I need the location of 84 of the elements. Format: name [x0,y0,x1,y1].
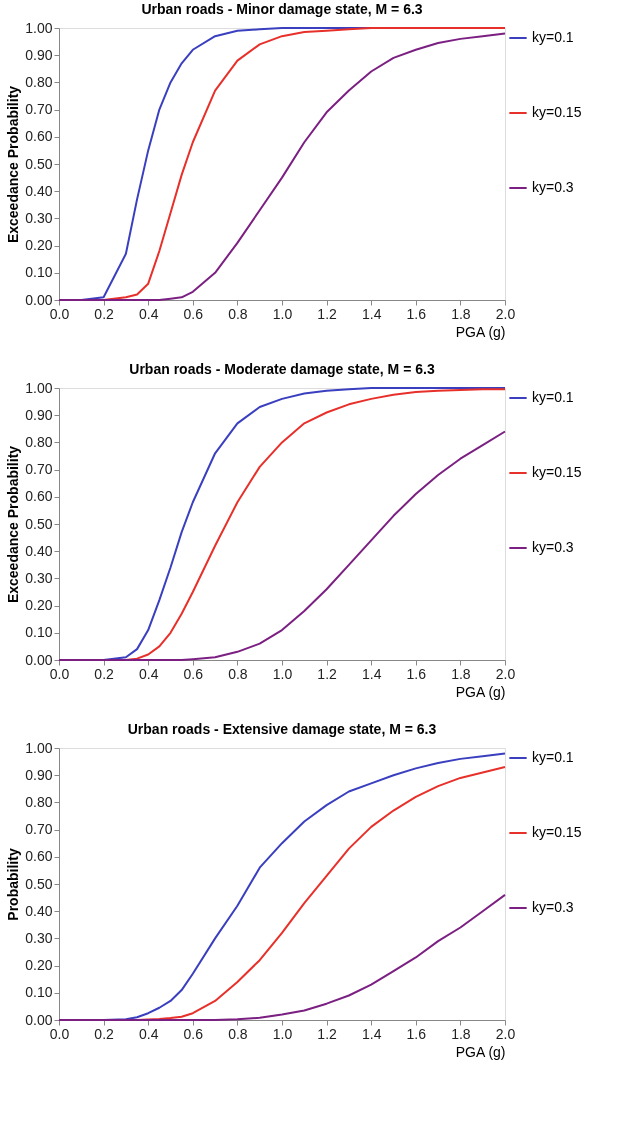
x-tick-label: 1.0 [272,1025,293,1042]
y-tick-label: 0.80 [25,73,53,90]
y-tick-label: 0.10 [25,624,53,641]
y-tick-label: 0.60 [25,128,53,145]
y-tick-label: 0.30 [25,569,53,586]
y-tick-label: 0.10 [25,264,53,281]
x-tick-label: 1.8 [451,665,471,682]
chart-title: Urban roads - Moderate damage state, M = 6.3 [129,361,435,377]
x-tick-label: 1.0 [272,305,293,322]
x-tick-label: 0.8 [228,305,248,322]
x-tick-label: 1.6 [406,665,427,682]
x-tick-label: 0.8 [228,1025,248,1042]
x-tick-label: 0.6 [183,1025,204,1042]
x-tick-label: 1.6 [406,305,427,322]
y-tick-label: 0.90 [25,406,53,423]
x-tick-label: 1.0 [272,665,293,682]
x-tick-label: 1.8 [451,1025,471,1042]
y-tick-label: 0.70 [25,461,53,478]
x-tick-label: 0.4 [138,1025,159,1042]
x-tick-label: 1.2 [317,305,338,322]
y-tick-label: 0.40 [25,902,53,919]
y-tick-label: 0.60 [25,848,53,865]
x-tick-label: 1.2 [317,665,338,682]
y-axis-title: Probability [5,848,22,921]
legend-label: ky=0.15 [532,104,582,120]
y-tick-label: 0.90 [25,766,53,783]
x-tick-label: 2.0 [495,1025,516,1042]
y-tick-label: 1.00 [25,19,53,36]
y-tick-label: 0.90 [25,46,53,63]
x-tick-label: 0.2 [94,1025,115,1042]
y-tick-label: 0.80 [25,793,53,810]
x-axis-title: PGA (g) [455,683,506,700]
x-tick-label: 0.0 [49,1025,70,1042]
x-tick-label: 0.6 [183,305,204,322]
y-tick-label: 0.50 [25,155,53,172]
legend-label: ky=0.3 [532,539,574,555]
x-tick-label: 1.8 [451,305,471,322]
y-tick-label: 0.20 [25,957,53,974]
x-tick-label: 1.2 [317,1025,338,1042]
y-tick-label: 0.40 [25,182,53,199]
y-tick-label: 0.50 [25,875,53,892]
x-tick-label: 0.8 [228,665,248,682]
y-tick-label: 0.00 [25,1011,53,1028]
x-tick-label: 2.0 [495,665,516,682]
legend-label: ky=0.1 [532,749,574,765]
legend-label: ky=0.3 [532,179,574,195]
x-tick-label: 1.6 [406,1025,427,1042]
y-axis-title: Exceedance Probability [5,445,22,604]
x-tick-label: 1.4 [361,1025,382,1042]
x-tick-label: 0.0 [49,665,70,682]
y-tick-label: 0.70 [25,101,53,118]
x-tick-label: 1.4 [361,665,382,682]
x-tick-label: 0.4 [138,665,159,682]
x-tick-label: 1.4 [361,305,382,322]
legend-label: ky=0.15 [532,824,582,840]
y-tick-label: 0.00 [25,651,53,668]
y-axis-title: Exceedance Probability [5,85,22,244]
x-axis-title: PGA (g) [455,323,506,340]
x-tick-label: 0.2 [94,305,115,322]
y-tick-label: 0.30 [25,209,53,226]
y-tick-label: 0.60 [25,488,53,505]
x-axis-title: PGA (g) [455,1043,506,1060]
chart-title: Urban roads - Minor damage state, M = 6.3 [141,1,423,17]
y-tick-label: 0.00 [25,291,53,308]
y-tick-label: 0.40 [25,542,53,559]
y-tick-label: 0.30 [25,929,53,946]
y-tick-label: 0.50 [25,515,53,532]
y-tick-label: 0.70 [25,821,53,838]
y-tick-label: 1.00 [25,379,53,396]
legend-label: ky=0.3 [532,899,574,915]
y-tick-label: 0.80 [25,433,53,450]
x-tick-label: 0.6 [183,665,204,682]
y-tick-label: 0.10 [25,984,53,1001]
chart-title: Urban roads - Extensive damage state, M = 6.3 [127,721,437,737]
x-tick-label: 0.4 [138,305,159,322]
y-tick-label: 0.20 [25,597,53,614]
legend-label: ky=0.15 [532,464,582,480]
legend-label: ky=0.1 [532,389,574,405]
legend-label: ky=0.1 [532,29,574,45]
x-tick-label: 0.0 [49,305,70,322]
x-tick-label: 2.0 [495,305,516,322]
y-tick-label: 1.00 [25,739,53,756]
x-tick-label: 0.2 [94,665,115,682]
y-tick-label: 0.20 [25,237,53,254]
